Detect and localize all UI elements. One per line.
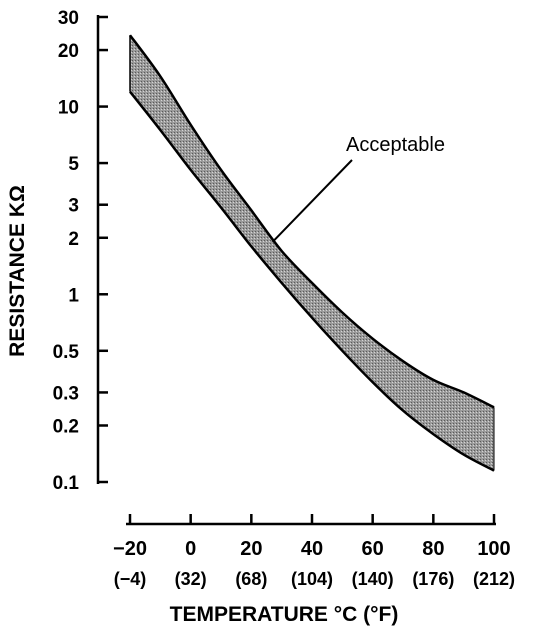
x-tick-sublabel: (104) [291, 569, 333, 589]
y-tick-label: 0.5 [53, 342, 80, 363]
y-ticks: 30 20 10 5 3 2 1 0.5 0.3 0.2 0.1 [53, 8, 108, 494]
x-tick-label: 20 [240, 538, 262, 560]
y-tick-label: 3 [68, 196, 79, 217]
acceptable-band-layer [129, 34, 495, 472]
x-ticks: −20 (−4) 0 (32) 20 (68) 40 (104) 60 (140) 80 (176) 1… [113, 514, 515, 589]
y-tick-label: 20 [58, 41, 79, 62]
y-tick-label: 2 [68, 229, 79, 250]
y-axis-title: RESISTANCE KΩ [6, 185, 29, 357]
x-tick-label: 0 [185, 538, 196, 560]
annotation-label: Acceptable [346, 134, 445, 156]
x-tick-sublabel: (212) [473, 569, 515, 589]
x-tick-sublabel: (−4) [114, 569, 147, 589]
lower-limit-line [129, 90, 495, 472]
y-tick-label: 10 [58, 98, 79, 119]
y-tick-label: 5 [68, 154, 79, 175]
x-tick-sublabel: (68) [235, 569, 267, 589]
y-tick-label: 0.1 [53, 473, 80, 494]
y-tick-label: 0.2 [53, 416, 79, 437]
upper-limit-line [129, 34, 495, 409]
y-tick-label: 30 [58, 8, 79, 29]
x-tick-label: 80 [422, 538, 444, 560]
x-tick-sublabel: (32) [175, 569, 207, 589]
x-tick-sublabel: (140) [352, 569, 394, 589]
y-tick-label: 1 [68, 285, 79, 306]
annotations: Acceptable [271, 134, 445, 243]
acceptable-band-area [130, 35, 494, 471]
y-tick-label: 0.3 [53, 383, 79, 404]
x-tick-label: 60 [362, 538, 384, 560]
annotation-leader-line [271, 159, 353, 243]
x-tick-label: 40 [301, 538, 323, 560]
x-axis-title: TEMPERATURE °C (°F) [170, 603, 399, 626]
x-tick-label: 100 [477, 538, 510, 560]
x-tick-label: −20 [113, 538, 147, 560]
x-tick-sublabel: (176) [412, 569, 454, 589]
